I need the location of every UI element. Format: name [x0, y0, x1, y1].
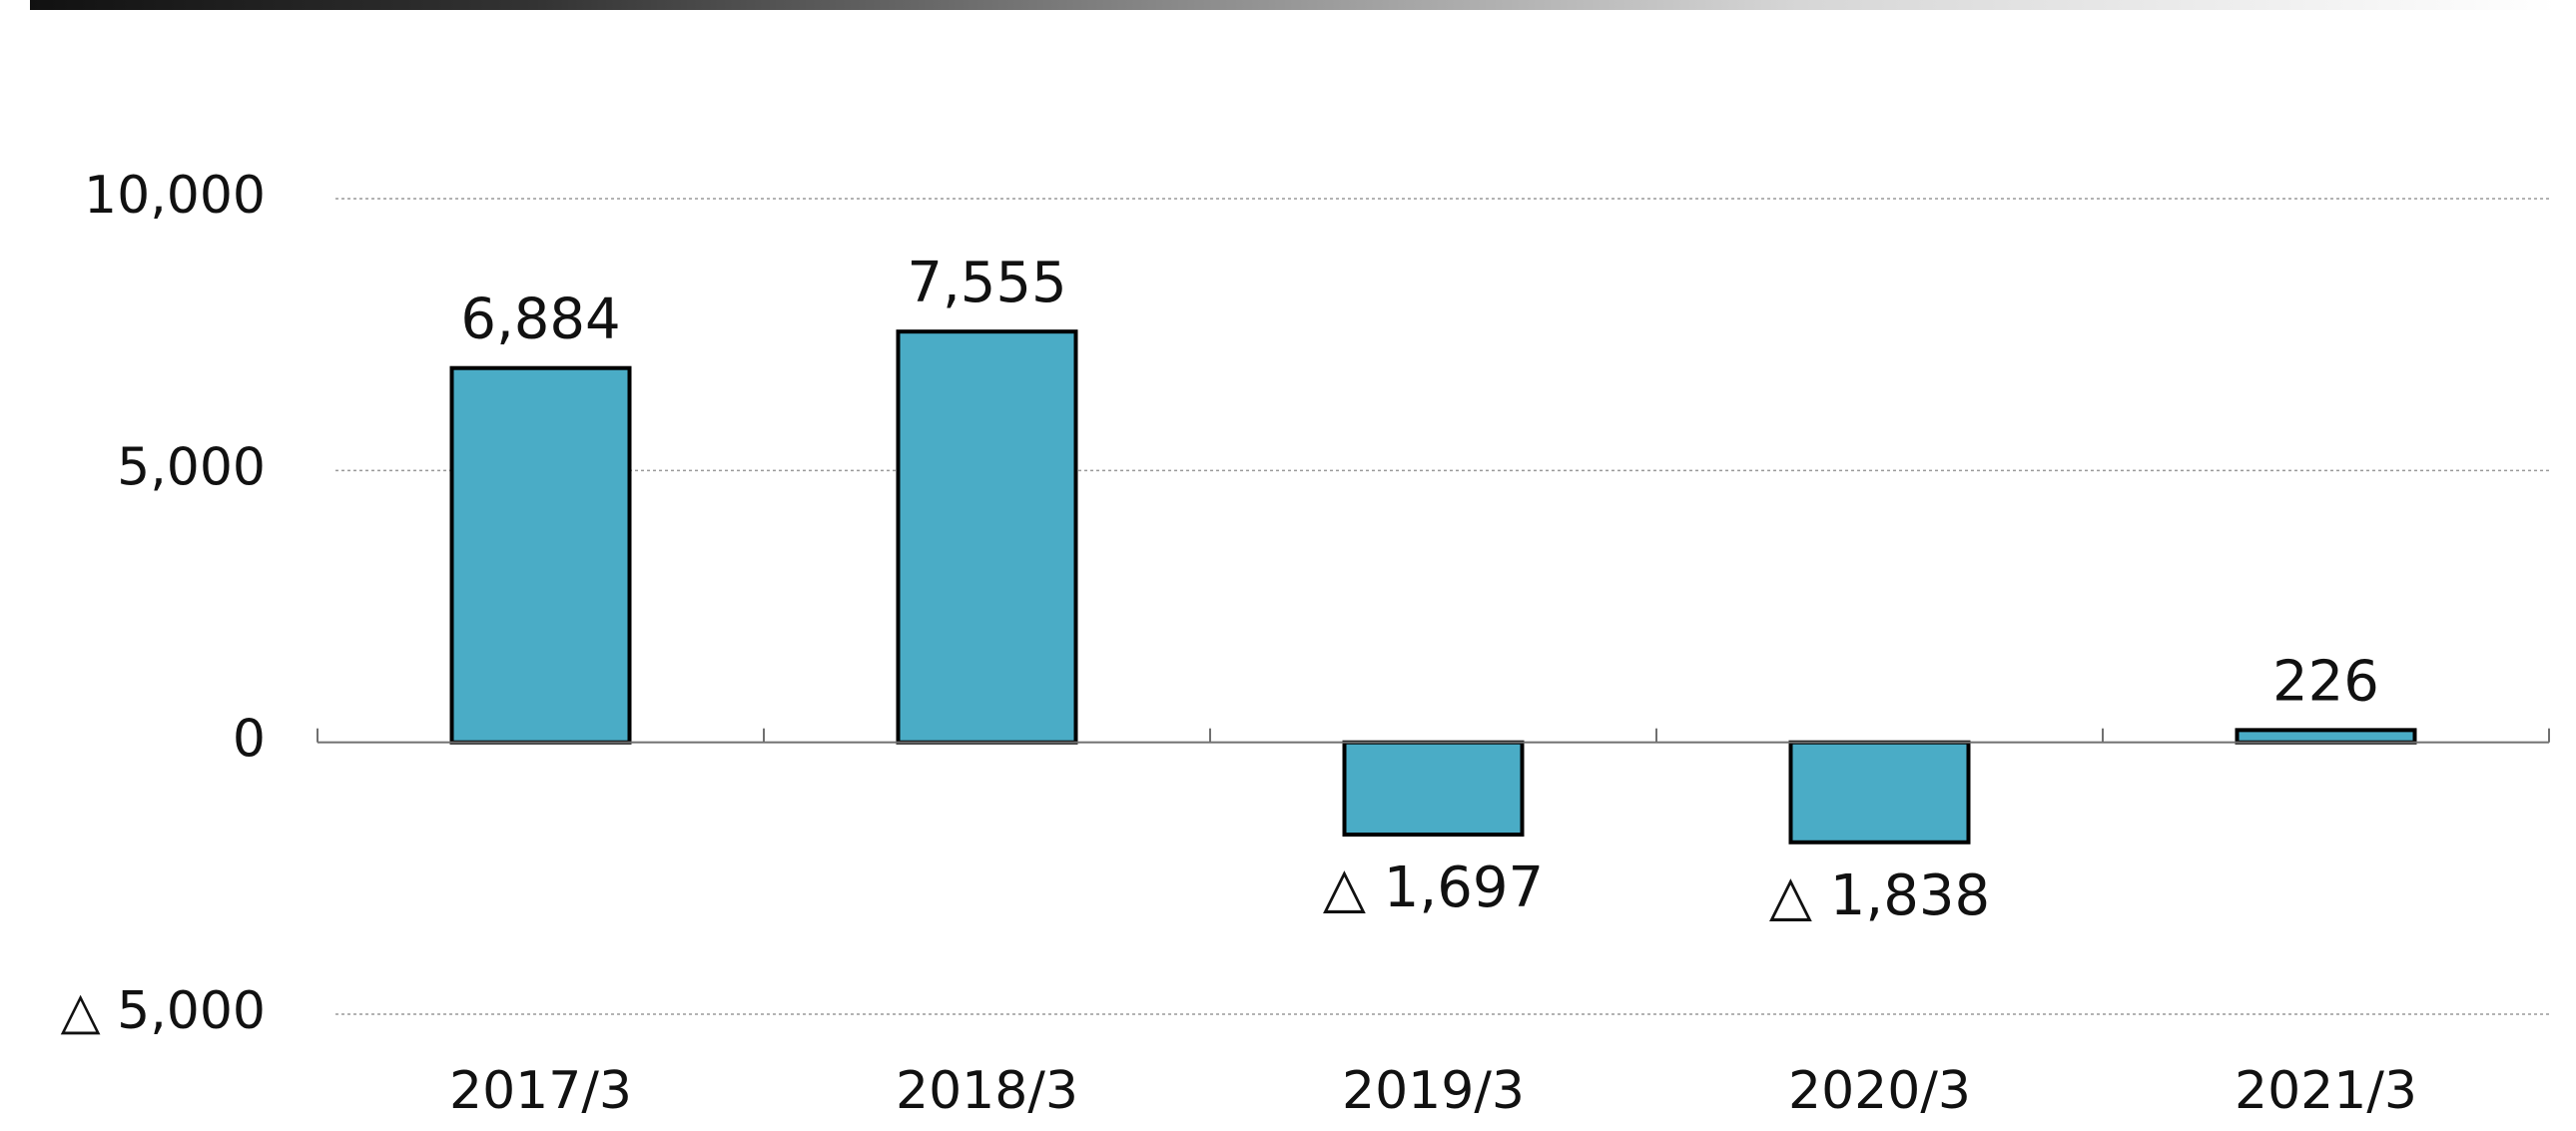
header-gradient-bar [30, 0, 2556, 10]
bar-2020-3 [1788, 740, 1971, 845]
bar-2021-3 [2235, 728, 2417, 745]
x-category-label-2: 2019/3 [1342, 1061, 1525, 1121]
y-tick-label-2: 0 [233, 710, 266, 770]
x-category-label-1: 2018/3 [896, 1061, 1078, 1121]
data-label-1: 7,555 [907, 251, 1066, 315]
y-tick-label-3: △ 5,000 [61, 981, 266, 1041]
data-label-4: 226 [2272, 649, 2379, 714]
bar-2017-3 [449, 365, 632, 745]
x-category-label-3: 2020/3 [1788, 1061, 1971, 1121]
data-label-3: △ 1,838 [1769, 863, 1990, 928]
bar-2019-3 [1342, 740, 1525, 838]
y-tick-label-1: 5,000 [117, 437, 266, 497]
data-labels: 6,884 7,555 △ 1,697 △ 1,838 226 [460, 251, 2379, 928]
data-label-0: 6,884 [460, 287, 620, 352]
y-tick-label-0: 10,000 [84, 166, 266, 226]
x-category-label-0: 2017/3 [449, 1061, 632, 1121]
data-label-2: △ 1,697 [1323, 855, 1544, 920]
x-axis-categories: 2017/3 2018/3 2019/3 2020/3 2021/3 [449, 1061, 2417, 1121]
bars [449, 329, 2417, 845]
bar-2018-3 [896, 329, 1078, 745]
x-axis [317, 728, 2550, 744]
x-category-label-4: 2021/3 [2235, 1061, 2417, 1121]
y-axis-ticks: 10,000 5,000 0 △ 5,000 [61, 166, 266, 1041]
